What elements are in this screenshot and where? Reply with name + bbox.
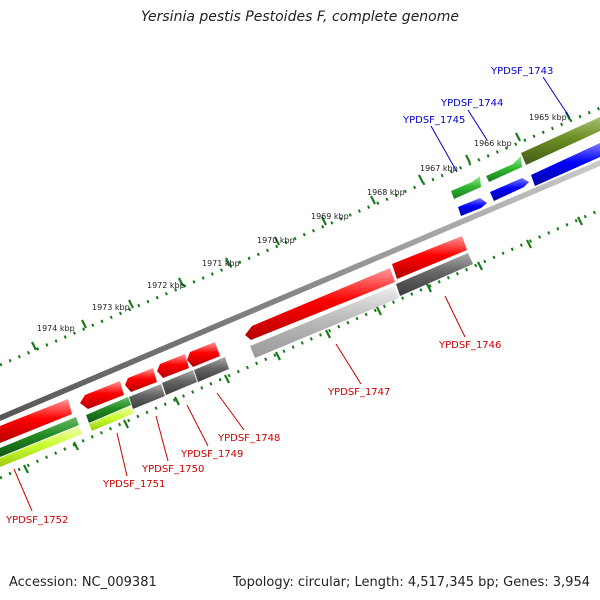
ruler-major-tick bbox=[31, 341, 37, 351]
gene-grey-arrow-1746 bbox=[396, 253, 473, 296]
inner-ruler-major-tick bbox=[376, 306, 382, 316]
leader-line-ypdsf-1747 bbox=[335, 343, 362, 385]
ruler-major-tick bbox=[81, 319, 87, 329]
gene-ypdsf-1745-arrow bbox=[451, 176, 481, 199]
outer-ruler: 1965 kbp 1966 kbp 1967 kbp 1968 kbp 1969… bbox=[0, 106, 600, 367]
gene-label-ypdsf-1751: YPDSF_1751 bbox=[102, 479, 165, 490]
gene-blue-arrow-c bbox=[458, 198, 487, 216]
ruler-label: 1972 kbp bbox=[147, 281, 185, 290]
gene-label-ypdsf-1752: YPDSF_1752 bbox=[5, 515, 68, 526]
leader-line-ypdsf-1749 bbox=[186, 404, 209, 447]
leader-line-ypdsf-1744 bbox=[467, 109, 488, 141]
bottom-strand-red-genes bbox=[0, 236, 467, 443]
gene-labels: YPDSF_1743 YPDSF_1744 YPDSF_1745 YPDSF_1… bbox=[5, 66, 553, 526]
gene-label-ypdsf-1749: YPDSF_1749 bbox=[180, 449, 243, 460]
gene-grey-arrow-1750 bbox=[129, 384, 165, 409]
ruler-label: 1965 kbp bbox=[529, 113, 567, 122]
inner-ruler-major-tick bbox=[275, 351, 281, 361]
ruler-label: 1971 kbp bbox=[202, 259, 240, 268]
gene-ypdsf-1743-arrow bbox=[521, 117, 600, 165]
gene-darkgreen-arrow-1752 bbox=[0, 417, 79, 457]
top-strand-genes bbox=[451, 117, 600, 216]
inner-ruler-major-tick bbox=[526, 239, 532, 249]
gene-ypdsf-1747-arrow bbox=[245, 268, 395, 340]
ruler-major-tick bbox=[321, 216, 327, 226]
gene-label-ypdsf-1745: YPDSF_1745 bbox=[402, 115, 465, 126]
leader-line-ypdsf-1751 bbox=[116, 432, 128, 477]
ruler-label: 1969 kbp bbox=[311, 212, 349, 221]
leader-line-ypdsf-1745 bbox=[430, 125, 458, 173]
inner-ruler-major-tick bbox=[224, 374, 230, 384]
gene-label-ypdsf-1747: YPDSF_1747 bbox=[327, 387, 390, 398]
gene-ypdsf-1749-arrow bbox=[157, 354, 189, 378]
ruler-label: 1967 kbp bbox=[420, 164, 458, 173]
gene-ypdsf-1746-arrow bbox=[392, 236, 467, 279]
gene-label-ypdsf-1750: YPDSF_1750 bbox=[141, 464, 204, 475]
gene-ypdsf-1750-arrow bbox=[125, 368, 157, 392]
inner-ruler-major-tick bbox=[23, 464, 29, 474]
leader-line-ypdsf-1752 bbox=[13, 468, 33, 512]
gene-label-ypdsf-1743: YPDSF_1743 bbox=[490, 66, 553, 77]
ruler-label: 1974 kbp bbox=[37, 324, 75, 333]
leader-line-ypdsf-1746 bbox=[444, 295, 466, 338]
gene-ypdsf-1744-arrow bbox=[486, 156, 522, 182]
ruler-label: 1970 kbp bbox=[257, 236, 295, 245]
genome-summary-text: Topology: circular; Length: 4,517,345 bp… bbox=[232, 575, 590, 590]
ruler-major-tick bbox=[515, 132, 521, 142]
gene-blue-arrow-b bbox=[490, 178, 529, 201]
gene-ypdsf-1748-arrow bbox=[187, 342, 220, 367]
gene-lime-arrow-1751 bbox=[89, 406, 134, 431]
leader-lines bbox=[13, 76, 571, 512]
gene-darkgreen-arrow-1751 bbox=[86, 397, 131, 423]
leader-line-ypdsf-1748 bbox=[216, 392, 245, 431]
accession-text: Accession: NC_009381 bbox=[9, 575, 157, 590]
gene-blue-arrow-a bbox=[531, 143, 600, 186]
inner-ruler-major-tick bbox=[325, 329, 331, 339]
gene-grey-arrow-1749 bbox=[162, 370, 197, 395]
genome-backbone bbox=[0, 160, 600, 421]
ruler-label: 1966 kbp bbox=[474, 139, 512, 148]
ruler-major-tick bbox=[465, 154, 471, 164]
gene-label-ypdsf-1746: YPDSF_1746 bbox=[438, 340, 501, 351]
gene-lime-arrow-1752 bbox=[0, 426, 82, 467]
inner-ruler-major-tick bbox=[73, 441, 79, 451]
ruler-label: 1968 kbp bbox=[367, 188, 405, 197]
gene-grey-arrow-1748 bbox=[194, 357, 229, 382]
ruler-major-tick bbox=[128, 299, 134, 309]
ruler-major-tick bbox=[418, 174, 424, 184]
inner-ruler bbox=[0, 208, 600, 480]
inner-ruler-major-tick bbox=[477, 261, 483, 271]
ruler-major-tick bbox=[178, 277, 184, 287]
ruler-major-tick bbox=[274, 236, 280, 246]
gene-ypdsf-1752-arrow bbox=[0, 399, 72, 443]
ruler-major-tick bbox=[370, 195, 376, 205]
gene-ypdsf-1751-arrow bbox=[80, 381, 124, 409]
inner-ruler-major-tick bbox=[174, 396, 180, 406]
figure-title: Yersinia pestis Pestoides F, complete ge… bbox=[141, 9, 459, 25]
inner-ruler-major-tick bbox=[123, 419, 129, 429]
gene-lightgrey-arrow-1747 bbox=[250, 286, 399, 358]
inner-ruler-major-tick bbox=[426, 283, 432, 293]
bottom-strand-grey-genes bbox=[0, 253, 473, 467]
inner-ruler-major-tick bbox=[577, 216, 583, 226]
inner-ruler-dotted-line bbox=[0, 208, 600, 480]
gene-label-ypdsf-1744: YPDSF_1744 bbox=[440, 98, 503, 109]
leader-line-ypdsf-1750 bbox=[155, 415, 169, 462]
leader-line-ypdsf-1743 bbox=[542, 76, 571, 119]
ruler-label: 1973 kbp bbox=[92, 303, 130, 312]
ruler-major-tick bbox=[225, 257, 231, 267]
gene-label-ypdsf-1748: YPDSF_1748 bbox=[217, 433, 280, 444]
